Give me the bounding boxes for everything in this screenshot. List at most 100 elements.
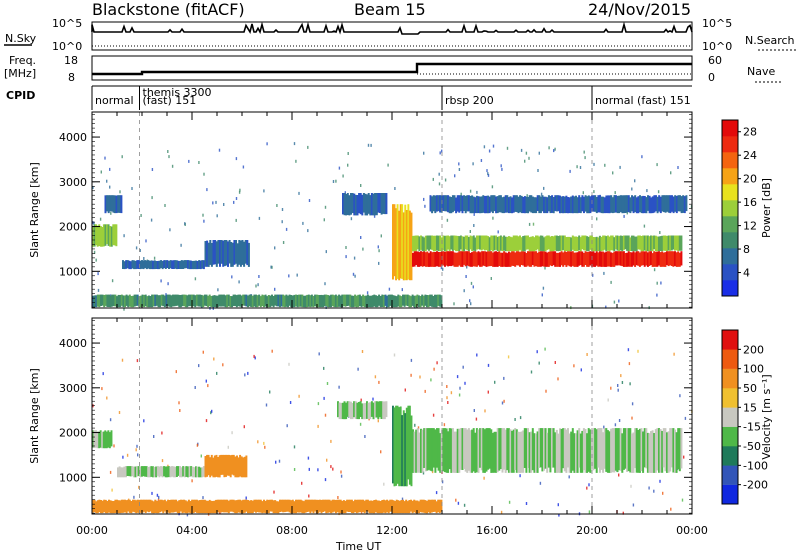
echo-cell <box>525 196 528 214</box>
scatter-speck <box>514 418 516 421</box>
echo-cell <box>288 499 291 513</box>
echo-cell <box>658 195 661 212</box>
echo-cell <box>485 428 488 472</box>
echo-cell <box>330 294 333 308</box>
echo-cell <box>464 195 467 214</box>
echo-cell <box>169 260 172 269</box>
echo-cell <box>152 501 155 514</box>
echo-cell <box>348 401 351 418</box>
echo-cell <box>104 430 107 449</box>
echo-cell <box>164 466 167 478</box>
scatter-speck <box>442 267 444 271</box>
scatter-speck <box>630 484 632 488</box>
echo-cell <box>348 195 351 216</box>
echo-cell <box>110 195 113 212</box>
echo-cell <box>490 429 493 473</box>
echo-cell <box>415 235 418 251</box>
echo-cell <box>149 260 151 270</box>
scatter-speck <box>157 498 160 502</box>
scatter-speck <box>298 191 300 195</box>
colorbar-tick-label: -100 <box>743 459 768 472</box>
echo-cell <box>493 431 496 473</box>
echo-cell <box>349 499 352 512</box>
scatter-speck <box>308 467 310 471</box>
echo-cell <box>191 466 194 478</box>
cpid-segment-label: normal (fast) 151 <box>595 94 691 107</box>
scatter-speck <box>188 159 190 163</box>
echo-cell <box>444 428 446 473</box>
scatter-speck <box>308 199 311 202</box>
echo-cell <box>160 260 163 269</box>
echo-cell <box>221 454 224 475</box>
echo-cell <box>661 251 664 267</box>
echo-cell <box>219 294 222 307</box>
echo-cell <box>293 501 296 514</box>
echo-cell <box>407 204 410 280</box>
echo-cell <box>640 196 643 214</box>
echo-cell <box>485 251 488 267</box>
scatter-speck <box>118 411 121 414</box>
echo-cell <box>142 466 145 477</box>
echo-cell <box>498 428 501 471</box>
echo-cell <box>326 295 329 308</box>
echo-cell <box>584 235 587 251</box>
echo-cell <box>404 413 407 487</box>
echo-cell <box>385 193 388 215</box>
echo-cell <box>143 294 146 308</box>
echo-cell <box>616 195 619 214</box>
scatter-speck <box>97 272 99 276</box>
echo-cell <box>621 251 624 267</box>
echo-cell <box>372 193 375 216</box>
echo-cell <box>651 253 654 267</box>
echo-cell <box>525 235 528 250</box>
echo-cell <box>451 195 454 213</box>
echo-region <box>92 430 113 449</box>
scatter-speck <box>106 396 108 400</box>
echo-cell <box>385 401 388 418</box>
scatter-speck <box>378 261 380 265</box>
echo-cell <box>511 197 514 214</box>
echo-cell <box>333 295 336 308</box>
echo-cell <box>563 196 566 214</box>
echo-cell <box>107 430 110 448</box>
echo-cell <box>461 428 464 470</box>
echo-cell <box>488 196 491 214</box>
echo-cell <box>459 195 462 212</box>
echo-cell <box>110 430 113 447</box>
echo-cell <box>213 295 216 308</box>
echo-cell <box>318 499 321 512</box>
echo-cell <box>421 251 424 267</box>
echo-cell <box>225 240 228 266</box>
echo-cell <box>466 195 469 212</box>
scatter-speck <box>288 362 290 366</box>
echo-cell <box>603 235 606 250</box>
scatter-speck <box>121 358 124 362</box>
echo-cell <box>235 295 238 308</box>
echo-cell <box>632 196 635 214</box>
echo-cell <box>568 433 571 473</box>
echo-cell <box>581 195 584 212</box>
echo-cell <box>408 405 411 485</box>
echo-cell <box>232 454 235 476</box>
echo-cell <box>488 428 491 469</box>
echo-cell <box>114 294 117 307</box>
echo-cell <box>573 252 576 267</box>
y-axis-label: Slant Range [km] <box>28 162 41 258</box>
echo-cell <box>373 294 376 307</box>
echo-cell <box>514 235 517 251</box>
echo-cell <box>315 499 318 514</box>
colorbar-tick-label: -50 <box>743 440 761 453</box>
echo-cell <box>398 500 401 514</box>
echo-cell <box>567 197 569 214</box>
echo-cell <box>437 499 440 513</box>
echo-cell <box>185 466 188 477</box>
scatter-speck <box>662 491 664 495</box>
colorbar-segment <box>722 264 738 281</box>
echo-cell <box>112 224 115 246</box>
echo-cell <box>472 235 475 251</box>
scatter-speck <box>288 274 290 278</box>
echo-cell <box>197 294 200 307</box>
echo-cell <box>176 294 179 306</box>
scatter-speck <box>194 386 196 389</box>
echo-cell <box>503 196 506 214</box>
